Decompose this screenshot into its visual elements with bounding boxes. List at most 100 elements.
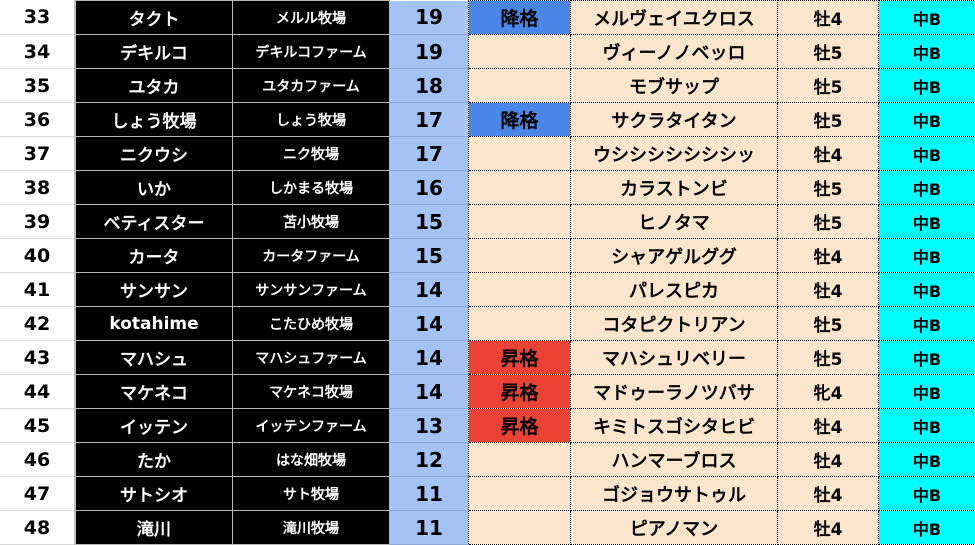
owner-cell[interactable]: サトシオ — [75, 477, 233, 511]
owner-cell[interactable]: ユタカ — [75, 69, 233, 103]
points-cell[interactable]: 12 — [390, 443, 469, 477]
farm-cell[interactable]: はな畑牧場 — [233, 443, 390, 477]
status-cell[interactable]: 昇格 — [469, 409, 571, 443]
farm-cell[interactable]: ユタカファーム — [233, 69, 390, 103]
horse-cell[interactable]: ハンマーブロス — [571, 443, 778, 477]
status-cell[interactable] — [469, 511, 571, 545]
status-cell[interactable] — [469, 477, 571, 511]
farm-cell[interactable]: ニク牧場 — [233, 137, 390, 171]
points-cell[interactable]: 14 — [390, 341, 469, 375]
class-cell[interactable]: 中B — [879, 35, 975, 69]
class-cell[interactable]: 中B — [879, 477, 975, 511]
horse-cell[interactable]: マドゥーラノツバサ — [571, 375, 778, 409]
farm-cell[interactable]: イッテンファーム — [233, 409, 390, 443]
points-cell[interactable]: 15 — [390, 205, 469, 239]
farm-cell[interactable]: マハシュファーム — [233, 341, 390, 375]
sex-age-cell[interactable]: 牡4 — [778, 137, 879, 171]
horse-cell[interactable]: シャアゲルググ — [571, 239, 778, 273]
horse-cell[interactable]: コタピクトリアン — [571, 307, 778, 341]
farm-cell[interactable]: メルル牧場 — [233, 1, 390, 35]
horse-cell[interactable]: ピアノマン — [571, 511, 778, 545]
points-cell[interactable]: 19 — [390, 35, 469, 69]
owner-cell[interactable]: マケネコ — [75, 375, 233, 409]
class-cell[interactable]: 中B — [879, 511, 975, 545]
status-cell[interactable] — [469, 69, 571, 103]
horse-cell[interactable]: キミトスゴシタヒビ — [571, 409, 778, 443]
status-cell[interactable] — [469, 205, 571, 239]
status-cell[interactable] — [469, 443, 571, 477]
status-cell[interactable]: 昇格 — [469, 341, 571, 375]
sex-age-cell[interactable]: 牝4 — [778, 375, 879, 409]
status-cell[interactable] — [469, 239, 571, 273]
rank-cell[interactable]: 34 — [0, 35, 75, 69]
status-cell[interactable] — [469, 273, 571, 307]
rank-cell[interactable]: 48 — [0, 511, 75, 545]
rank-cell[interactable]: 47 — [0, 477, 75, 511]
owner-cell[interactable]: デキルコ — [75, 35, 233, 69]
class-cell[interactable]: 中B — [879, 69, 975, 103]
class-cell[interactable]: 中B — [879, 375, 975, 409]
points-cell[interactable]: 14 — [390, 307, 469, 341]
status-cell[interactable] — [469, 137, 571, 171]
status-cell[interactable] — [469, 35, 571, 69]
sex-age-cell[interactable]: 牡4 — [778, 443, 879, 477]
horse-cell[interactable]: モブサップ — [571, 69, 778, 103]
horse-cell[interactable]: ウシシシシシシシッ — [571, 137, 778, 171]
farm-cell[interactable]: 苫小牧場 — [233, 205, 390, 239]
sex-age-cell[interactable]: 牡4 — [778, 511, 879, 545]
sex-age-cell[interactable]: 牡4 — [778, 239, 879, 273]
points-cell[interactable]: 17 — [390, 137, 469, 171]
points-cell[interactable]: 15 — [390, 239, 469, 273]
class-cell[interactable]: 中B — [879, 341, 975, 375]
rank-cell[interactable]: 42 — [0, 307, 75, 341]
points-cell[interactable]: 14 — [390, 273, 469, 307]
status-cell[interactable]: 昇格 — [469, 375, 571, 409]
farm-cell[interactable]: デキルコファーム — [233, 35, 390, 69]
farm-cell[interactable]: しかまる牧場 — [233, 171, 390, 205]
class-cell[interactable]: 中B — [879, 409, 975, 443]
owner-cell[interactable]: カータ — [75, 239, 233, 273]
sex-age-cell[interactable]: 牡4 — [778, 273, 879, 307]
rank-cell[interactable]: 46 — [0, 443, 75, 477]
rank-cell[interactable]: 39 — [0, 205, 75, 239]
farm-cell[interactable]: サト牧場 — [233, 477, 390, 511]
class-cell[interactable]: 中B — [879, 443, 975, 477]
owner-cell[interactable]: 滝川 — [75, 511, 233, 545]
horse-cell[interactable]: カラストンビ — [571, 171, 778, 205]
sex-age-cell[interactable]: 牡5 — [778, 35, 879, 69]
owner-cell[interactable]: kotahime — [75, 307, 233, 341]
status-cell[interactable]: 降格 — [469, 1, 571, 35]
farm-cell[interactable]: サンサンファーム — [233, 273, 390, 307]
horse-cell[interactable]: ヒノタマ — [571, 205, 778, 239]
horse-cell[interactable]: パレスピカ — [571, 273, 778, 307]
horse-cell[interactable]: ヴィーノノベッロ — [571, 35, 778, 69]
sex-age-cell[interactable]: 牡5 — [778, 307, 879, 341]
rank-cell[interactable]: 41 — [0, 273, 75, 307]
farm-cell[interactable]: しょう牧場 — [233, 103, 390, 137]
sex-age-cell[interactable]: 牡5 — [778, 205, 879, 239]
horse-cell[interactable]: ゴジョウサトゥル — [571, 477, 778, 511]
status-cell[interactable] — [469, 171, 571, 205]
rank-cell[interactable]: 36 — [0, 103, 75, 137]
sex-age-cell[interactable]: 牡5 — [778, 69, 879, 103]
owner-cell[interactable]: マハシュ — [75, 341, 233, 375]
sex-age-cell[interactable]: 牡5 — [778, 171, 879, 205]
owner-cell[interactable]: ニクウシ — [75, 137, 233, 171]
rank-cell[interactable]: 44 — [0, 375, 75, 409]
sex-age-cell[interactable]: 牡4 — [778, 477, 879, 511]
owner-cell[interactable]: ベティスター — [75, 205, 233, 239]
sex-age-cell[interactable]: 牡4 — [778, 409, 879, 443]
horse-cell[interactable]: マハシュリベリー — [571, 341, 778, 375]
points-cell[interactable]: 14 — [390, 375, 469, 409]
owner-cell[interactable]: たか — [75, 443, 233, 477]
class-cell[interactable]: 中B — [879, 103, 975, 137]
points-cell[interactable]: 18 — [390, 69, 469, 103]
class-cell[interactable]: 中B — [879, 273, 975, 307]
points-cell[interactable]: 11 — [390, 511, 469, 545]
horse-cell[interactable]: メルヴェイユクロス — [571, 1, 778, 35]
points-cell[interactable]: 16 — [390, 171, 469, 205]
rank-cell[interactable]: 43 — [0, 341, 75, 375]
class-cell[interactable]: 中B — [879, 1, 975, 35]
farm-cell[interactable]: マケネコ牧場 — [233, 375, 390, 409]
status-cell[interactable] — [469, 307, 571, 341]
